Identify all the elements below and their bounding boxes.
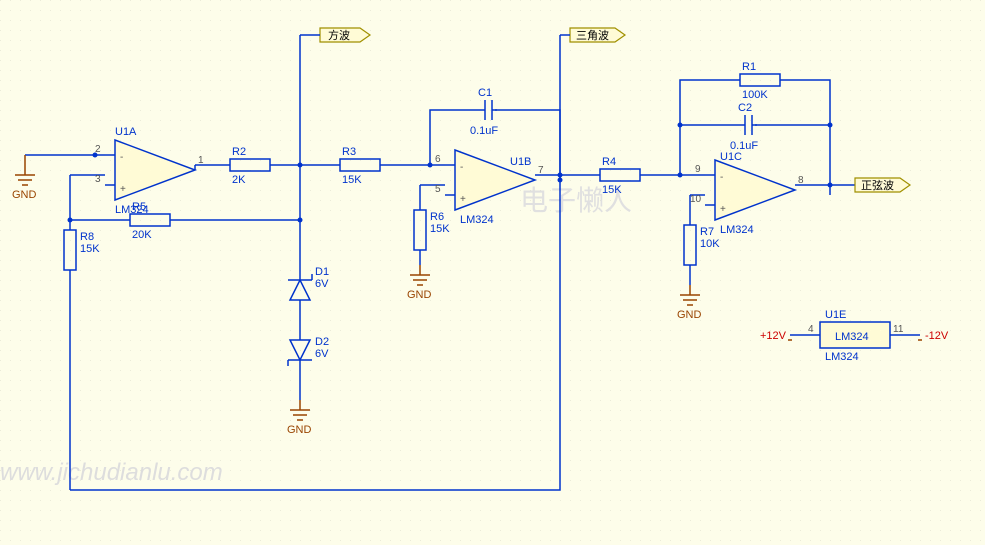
svg-text:1: 1: [198, 155, 204, 166]
svg-text:6V: 6V: [315, 278, 329, 290]
svg-text:GND: GND: [407, 289, 432, 301]
svg-text:15K: 15K: [80, 243, 100, 255]
svg-text:LM324: LM324: [460, 214, 494, 226]
svg-text:三角波: 三角波: [576, 29, 609, 42]
svg-text:20K: 20K: [132, 229, 152, 241]
svg-text:15K: 15K: [430, 223, 450, 235]
svg-text:100K: 100K: [742, 89, 768, 101]
svg-text:R6: R6: [430, 211, 444, 223]
svg-text:6V: 6V: [315, 348, 329, 360]
label-m12v: -12V: [925, 330, 949, 342]
svg-text:R3: R3: [342, 146, 356, 158]
svg-text:7: 7: [538, 165, 544, 176]
svg-text:0.1uF: 0.1uF: [470, 125, 498, 137]
svg-text:U1C: U1C: [720, 151, 742, 163]
svg-text:+: +: [720, 204, 726, 215]
svg-text:GND: GND: [677, 309, 702, 321]
svg-text:-: -: [120, 152, 123, 163]
svg-text:4: 4: [808, 324, 814, 335]
svg-text:15K: 15K: [342, 174, 362, 186]
svg-text:LM324: LM324: [720, 224, 754, 236]
svg-text:R1: R1: [742, 61, 756, 73]
svg-text:15K: 15K: [602, 184, 622, 196]
svg-text:正弦波: 正弦波: [861, 178, 894, 192]
watermark-url: www.jichudianlu.com: [0, 459, 223, 486]
svg-text:8: 8: [798, 175, 804, 186]
svg-text:6: 6: [435, 154, 441, 165]
port-sine: 正弦波: [855, 178, 910, 192]
port-triangle: 三角波: [560, 28, 625, 42]
svg-text:方波: 方波: [328, 28, 350, 42]
svg-text:-: -: [460, 162, 463, 173]
svg-text:LM324: LM324: [825, 351, 859, 363]
svg-text:R5: R5: [132, 201, 146, 213]
svg-text:R4: R4: [602, 156, 616, 168]
svg-text:U1E: U1E: [825, 309, 846, 321]
svg-text:R7: R7: [700, 226, 714, 238]
svg-text:10K: 10K: [700, 238, 720, 250]
schematic-canvas: 电子懒人 www.jichudianlu.com - + 2 3 1 U1A L…: [0, 0, 985, 545]
svg-text:+: +: [460, 194, 466, 205]
svg-text:3: 3: [95, 174, 101, 185]
svg-text:10: 10: [690, 194, 702, 205]
svg-text:LM324: LM324: [835, 331, 869, 343]
svg-text:D2: D2: [315, 336, 329, 348]
svg-text:5: 5: [435, 184, 441, 195]
svg-text:C1: C1: [478, 87, 492, 99]
svg-text:R8: R8: [80, 231, 94, 243]
svg-text:2K: 2K: [232, 174, 246, 186]
svg-text:-: -: [720, 172, 723, 183]
svg-text:D1: D1: [315, 266, 329, 278]
svg-text:U1B: U1B: [510, 156, 531, 168]
svg-text:GND: GND: [12, 189, 37, 201]
svg-text:11: 11: [893, 324, 904, 335]
svg-text:R2: R2: [232, 146, 246, 158]
svg-text:C2: C2: [738, 102, 752, 114]
svg-text:0.1uF: 0.1uF: [730, 140, 758, 152]
svg-text:2: 2: [95, 144, 101, 155]
svg-text:GND: GND: [287, 424, 312, 436]
label-p12v: +12V: [760, 330, 787, 342]
svg-text:9: 9: [695, 164, 701, 175]
svg-text:+: +: [120, 184, 126, 195]
svg-text:U1A: U1A: [115, 126, 137, 138]
